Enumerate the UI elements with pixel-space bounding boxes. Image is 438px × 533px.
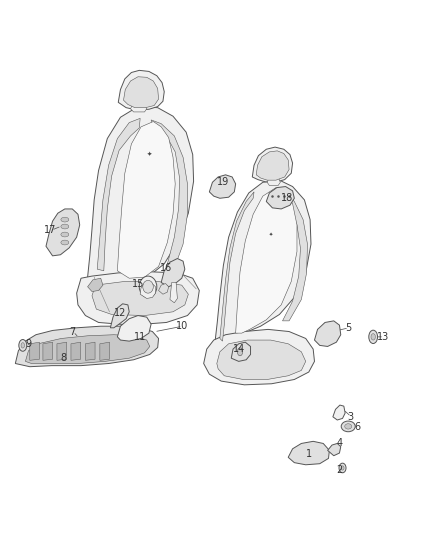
Text: 19: 19 (217, 177, 230, 187)
Polygon shape (15, 326, 159, 367)
Polygon shape (267, 177, 280, 185)
Text: 18: 18 (281, 193, 293, 203)
Ellipse shape (339, 463, 346, 473)
Text: 16: 16 (160, 263, 173, 272)
Polygon shape (204, 329, 314, 385)
Text: 3: 3 (347, 412, 353, 422)
Text: 10: 10 (176, 321, 188, 331)
Polygon shape (77, 272, 199, 325)
Polygon shape (314, 321, 341, 346)
Text: 17: 17 (44, 225, 57, 235)
Polygon shape (217, 340, 306, 379)
Text: 9: 9 (25, 339, 32, 349)
Text: ✦: ✦ (268, 233, 273, 238)
Polygon shape (124, 77, 159, 108)
Ellipse shape (369, 330, 378, 343)
Polygon shape (256, 151, 289, 180)
Ellipse shape (237, 348, 243, 356)
Polygon shape (252, 147, 293, 182)
Ellipse shape (143, 280, 153, 293)
Polygon shape (170, 282, 177, 303)
Ellipse shape (61, 240, 69, 245)
Ellipse shape (371, 334, 375, 340)
Polygon shape (236, 188, 297, 333)
Polygon shape (71, 342, 81, 360)
Polygon shape (46, 209, 80, 256)
Polygon shape (43, 342, 53, 360)
Polygon shape (57, 342, 67, 360)
Text: 4: 4 (336, 439, 343, 448)
Polygon shape (333, 405, 345, 420)
Polygon shape (151, 120, 187, 272)
Polygon shape (215, 180, 311, 345)
Text: 8: 8 (60, 353, 67, 363)
Polygon shape (117, 316, 151, 341)
Ellipse shape (61, 232, 69, 237)
Text: 1: 1 (306, 449, 312, 459)
Polygon shape (140, 282, 155, 298)
Text: ✦: ✦ (146, 152, 152, 157)
Text: 7: 7 (69, 327, 75, 336)
Ellipse shape (139, 276, 157, 297)
Ellipse shape (61, 217, 69, 222)
Polygon shape (88, 107, 194, 282)
Polygon shape (131, 102, 147, 112)
Polygon shape (25, 335, 150, 364)
Text: 12: 12 (114, 309, 127, 318)
Polygon shape (85, 342, 95, 360)
Ellipse shape (341, 466, 344, 470)
Ellipse shape (345, 424, 352, 429)
Polygon shape (30, 342, 39, 360)
Text: 13: 13 (377, 332, 389, 342)
Ellipse shape (61, 224, 69, 229)
Text: 14: 14 (233, 344, 245, 354)
Polygon shape (97, 118, 140, 271)
Polygon shape (118, 70, 164, 110)
Polygon shape (100, 342, 110, 360)
Ellipse shape (21, 343, 25, 348)
Polygon shape (220, 192, 254, 341)
Polygon shape (231, 342, 251, 361)
Polygon shape (209, 175, 236, 198)
Polygon shape (283, 189, 307, 321)
Text: 6: 6 (354, 423, 360, 432)
Polygon shape (110, 304, 129, 328)
Polygon shape (288, 441, 329, 465)
Polygon shape (117, 122, 175, 278)
Polygon shape (159, 284, 169, 294)
Text: 2: 2 (336, 465, 343, 475)
Text: 5: 5 (345, 323, 351, 333)
Polygon shape (266, 187, 294, 209)
Polygon shape (92, 281, 188, 316)
Polygon shape (161, 259, 185, 287)
Polygon shape (88, 278, 103, 292)
Ellipse shape (19, 340, 27, 351)
Ellipse shape (341, 421, 355, 432)
Polygon shape (328, 443, 341, 456)
Text: 11: 11 (134, 332, 146, 342)
Text: 15: 15 (132, 279, 144, 288)
